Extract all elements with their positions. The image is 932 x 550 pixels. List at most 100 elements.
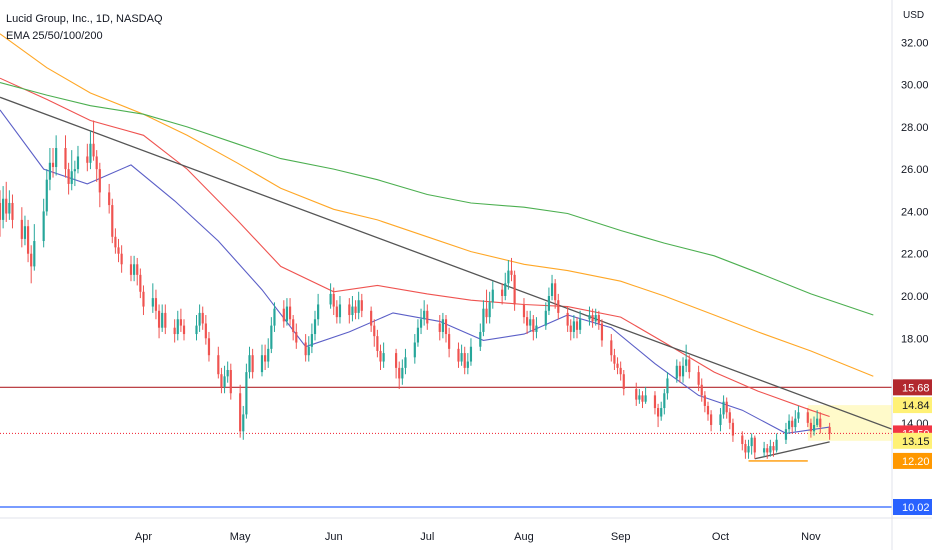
candle-body-124 <box>554 283 557 301</box>
candle-body-65 <box>285 306 289 322</box>
candle-body-79 <box>351 306 354 316</box>
candle-body-44 <box>195 325 198 335</box>
candle-body-5 <box>20 219 23 239</box>
candle-body-88 <box>395 353 398 368</box>
candle-body-168 <box>750 437 753 447</box>
candle-body-134 <box>597 315 600 324</box>
x-tick-label-0: Apr <box>135 531 152 543</box>
ema-line-0 <box>0 109 830 434</box>
candle-body-137 <box>613 355 616 364</box>
price-marker-box-4 <box>893 452 932 469</box>
candle-body-169 <box>753 437 756 453</box>
candle-body-164 <box>731 422 735 436</box>
y-tick-label-0: 32.00 <box>901 37 929 49</box>
candles-group <box>0 120 831 459</box>
y-tick-label-6: 20.00 <box>901 291 929 303</box>
candle-body-154 <box>688 359 691 373</box>
candle-body-105 <box>469 346 473 362</box>
candle-body-151 <box>678 365 682 377</box>
candle-body-62 <box>270 325 273 349</box>
candle-body-159 <box>710 414 713 425</box>
candle-body-182 <box>812 424 816 432</box>
candle-body-41 <box>176 319 179 335</box>
candle-body-13 <box>51 162 55 168</box>
candle-body-103 <box>463 353 466 368</box>
candle-body-101 <box>457 348 460 362</box>
price-marker-4: 12.20 <box>893 452 932 469</box>
candle-body-29 <box>120 253 123 265</box>
candle-body-106 <box>479 331 482 347</box>
candle-body-78 <box>348 304 351 316</box>
candle-body-144 <box>644 395 647 402</box>
candle-body-165 <box>741 435 744 444</box>
candle-body-99 <box>444 319 448 335</box>
candle-body-86 <box>379 350 382 362</box>
candle-body-55 <box>242 414 245 432</box>
candle-body-39 <box>164 312 167 328</box>
candle-body-125 <box>557 300 560 313</box>
candle-body-31 <box>133 264 136 275</box>
candle-body-48 <box>207 338 211 356</box>
candle-body-119 <box>532 319 535 332</box>
candle-body-175 <box>784 429 788 440</box>
candle-body-120 <box>535 325 538 332</box>
candle-body-6 <box>23 226 27 239</box>
price-marker-box-5 <box>893 499 932 516</box>
candle-body-85 <box>376 336 379 351</box>
candle-body-184 <box>819 418 822 428</box>
candle-body-95 <box>423 310 426 320</box>
candle-body-130 <box>579 319 582 330</box>
candle-body-57 <box>248 355 251 373</box>
candle-body-158 <box>706 405 710 415</box>
candle-body-163 <box>728 412 731 423</box>
candle-body-33 <box>139 274 142 292</box>
candle-body-170 <box>763 448 766 453</box>
candle-body-102 <box>460 353 463 362</box>
candle-body-138 <box>616 363 619 368</box>
price-marker-box-1 <box>893 397 932 414</box>
candle-body-179 <box>797 412 800 419</box>
candle-body-145 <box>653 395 657 409</box>
candle-body-150 <box>675 365 678 379</box>
price-zone <box>807 405 892 441</box>
price-marker-box-0 <box>893 379 932 396</box>
candle-body-12 <box>48 162 51 180</box>
candle-body-37 <box>157 310 161 328</box>
y-tick-label-4: 24.00 <box>901 206 929 218</box>
candle-body-64 <box>282 308 285 322</box>
candle-body-23 <box>95 156 98 170</box>
candle-body-93 <box>416 327 420 343</box>
candle-body-113 <box>507 270 510 284</box>
candle-body-128 <box>572 321 575 332</box>
candle-body-35 <box>151 298 154 307</box>
candle-body-177 <box>791 420 794 428</box>
candle-body-149 <box>666 378 669 394</box>
ema-line-1 <box>0 77 830 418</box>
candle-body-52 <box>226 370 229 377</box>
candle-body-146 <box>656 408 660 417</box>
candle-body-47 <box>204 323 207 339</box>
candle-body-27 <box>114 236 117 248</box>
candle-body-91 <box>404 357 407 368</box>
candle-body-82 <box>360 300 363 311</box>
candle-body-38 <box>161 312 164 328</box>
candle-body-178 <box>794 418 797 428</box>
candle-body-32 <box>136 264 139 275</box>
y-tick-label-2: 28.00 <box>901 122 929 134</box>
candle-body-75 <box>332 293 335 307</box>
candle-body-100 <box>448 334 451 349</box>
candle-body-50 <box>220 374 223 387</box>
candle-body-7 <box>26 226 30 254</box>
candle-body-114 <box>510 270 513 275</box>
candle-body-81 <box>357 300 360 313</box>
candle-body-98 <box>441 319 444 332</box>
candle-body-109 <box>488 302 491 318</box>
price-marker-label-1: 14.84 <box>902 400 930 412</box>
candle-body-126 <box>566 312 569 326</box>
candle-body-72 <box>313 319 317 335</box>
candle-body-104 <box>466 361 469 368</box>
y-tick-label-3: 26.00 <box>901 164 929 176</box>
price-marker-1: 14.84 <box>893 397 932 414</box>
candle-body-181 <box>809 422 813 432</box>
